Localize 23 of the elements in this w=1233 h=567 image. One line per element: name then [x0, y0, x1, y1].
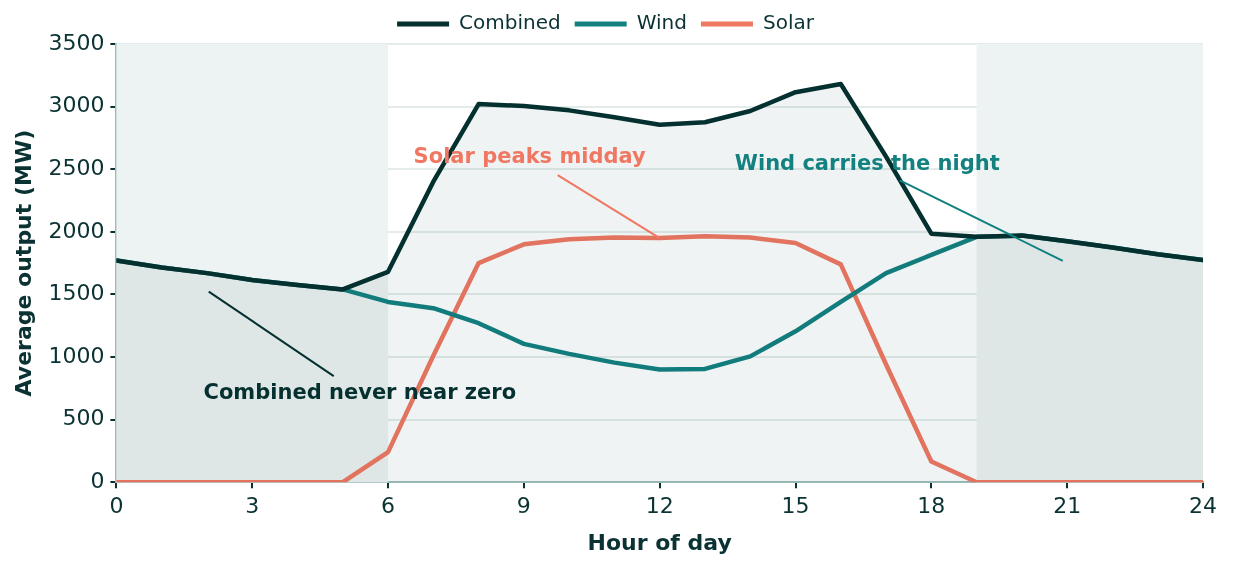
- y-tick-label: 1000: [48, 342, 105, 368]
- x-tick-label: 0: [109, 493, 124, 519]
- legend-label: Solar: [762, 10, 815, 35]
- y-tick-label: 0: [90, 467, 105, 493]
- x-tick-label: 6: [381, 493, 396, 519]
- y-tick-label: 2000: [48, 217, 105, 243]
- x-tick-label: 24: [1189, 493, 1217, 519]
- y-tick-label: 1500: [48, 280, 105, 306]
- x-tick-label: 9: [516, 493, 531, 519]
- y-tick-label: 3500: [48, 29, 105, 55]
- x-tick-label: 12: [645, 493, 674, 519]
- x-tick-label: 18: [917, 493, 946, 519]
- legend-label: Combined: [459, 10, 561, 35]
- legend-label: Wind: [636, 10, 687, 35]
- x-tick-label: 21: [1053, 493, 1082, 519]
- y-tick-label: 3000: [48, 92, 105, 118]
- x-tick-label: 15: [781, 493, 810, 519]
- x-tick-label: 3: [245, 493, 260, 519]
- x-axis-title: Hour of day: [587, 529, 732, 555]
- annotation: Wind carries the night: [734, 151, 1000, 176]
- y-tick-label: 2500: [48, 154, 105, 180]
- y-tick-label: 500: [62, 405, 105, 431]
- y-axis-title: Average output (MW): [10, 129, 36, 397]
